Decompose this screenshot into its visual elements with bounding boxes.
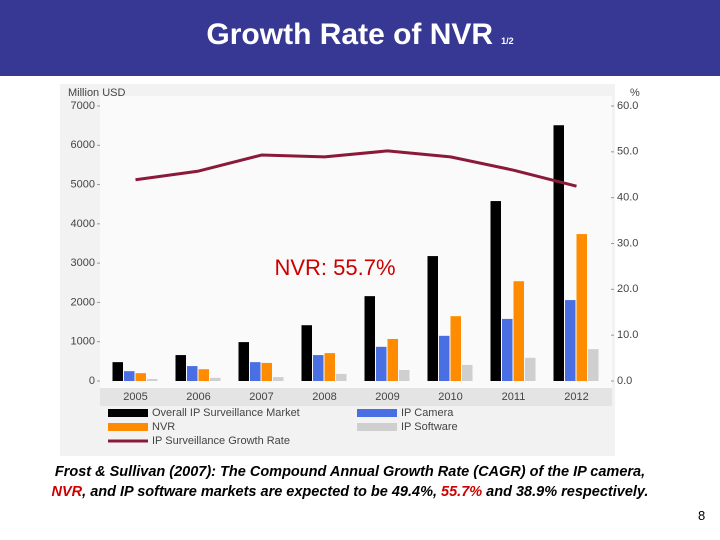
y-tick-label: 6000 <box>71 139 95 151</box>
bar <box>525 357 536 381</box>
bar <box>462 364 473 381</box>
legend-swatch <box>357 423 397 431</box>
bar <box>147 379 158 381</box>
bar <box>124 371 135 381</box>
x-tick-label: 2009 <box>375 391 399 403</box>
bar <box>565 300 576 381</box>
y-tick-label: 1000 <box>71 336 95 348</box>
y2-tick-label: 40.0 <box>617 192 638 204</box>
x-tick-label: 2011 <box>502 391 526 403</box>
bar <box>210 377 221 381</box>
slide-title: Growth Rate of NVR 1/2 <box>0 18 720 52</box>
x-tick-label: 2005 <box>123 391 147 403</box>
bar <box>553 125 564 381</box>
bar <box>576 234 587 381</box>
bar <box>324 353 335 381</box>
annotation: NVR: 55.7% <box>274 255 395 280</box>
bar <box>450 316 461 381</box>
bar <box>135 373 146 381</box>
y2-tick-label: 60.0 <box>617 100 638 112</box>
legend-swatch <box>108 423 148 431</box>
caption-text: , and IP software markets are expected t… <box>82 484 442 500</box>
bar <box>273 377 284 381</box>
x-tick-label: 2012 <box>564 391 588 403</box>
plot-area <box>100 96 612 388</box>
bar <box>399 370 410 381</box>
y-tick-label: 5000 <box>71 178 95 190</box>
bar <box>187 366 198 381</box>
bar <box>250 362 261 381</box>
x-axis-band <box>100 388 612 406</box>
bar <box>502 318 513 381</box>
bar <box>112 362 123 381</box>
y-tick-label: 3000 <box>71 257 95 269</box>
line <box>135 149 577 188</box>
bar <box>261 362 272 381</box>
legend-label: IP Software <box>401 421 458 433</box>
legend-label: IP Surveillance Growth Rate <box>152 435 290 447</box>
page-number: 8 <box>698 508 706 523</box>
y-tick-label: 2000 <box>71 296 95 308</box>
bar <box>427 256 438 381</box>
bar <box>439 335 450 381</box>
y-axis-label: Million USD <box>68 87 126 99</box>
y2-tick-label: 10.0 <box>617 329 638 341</box>
caption-text: Frost & Sullivan (2007): The Compound An… <box>54 464 646 480</box>
y2-tick-label: 0.0 <box>617 375 632 387</box>
chart: Million USD % 0 1000 2000 3000 4000 5000 6000 7… <box>60 84 640 456</box>
title-suffix: 1/2 <box>501 36 514 46</box>
x-tick-label: 2010 <box>438 391 462 403</box>
legend-label: NVR <box>152 421 175 433</box>
legend-label: Overall IP Surveillance Market <box>152 407 300 419</box>
y-tick-label: 0 <box>89 375 95 387</box>
y2-tick-label: 50.0 <box>617 146 638 158</box>
legend-swatch <box>108 409 148 417</box>
bar <box>490 201 501 381</box>
x-tick-label: 2008 <box>312 391 336 403</box>
legend-label: IP Camera <box>401 407 454 419</box>
bar <box>364 296 375 381</box>
title-text: Growth Rate of NVR <box>206 18 494 51</box>
bar <box>588 349 599 381</box>
y-tick-label: 7000 <box>71 100 95 112</box>
bar <box>238 342 249 381</box>
bar <box>313 355 324 381</box>
caption: Frost & Sullivan (2007): The Compound An… <box>50 462 650 502</box>
bar <box>198 369 209 381</box>
y2-axis-label: % <box>630 87 640 99</box>
y2-tick-label: 30.0 <box>617 237 638 249</box>
x-tick-label: 2007 <box>249 391 273 403</box>
bar <box>387 338 398 381</box>
caption-text: and 38.9% respectively. <box>482 484 649 500</box>
bar <box>175 355 186 381</box>
bar <box>301 325 312 381</box>
caption-text: 55.7% <box>441 484 483 500</box>
x-tick-label: 2006 <box>186 391 210 403</box>
title-bar <box>0 0 720 76</box>
caption-text: NVR <box>51 484 83 500</box>
bar <box>513 281 524 381</box>
y-tick-label: 4000 <box>71 218 95 230</box>
y2-tick-label: 20.0 <box>617 283 638 295</box>
bar <box>376 346 387 381</box>
legend-swatch <box>357 409 397 417</box>
bar <box>336 373 347 381</box>
